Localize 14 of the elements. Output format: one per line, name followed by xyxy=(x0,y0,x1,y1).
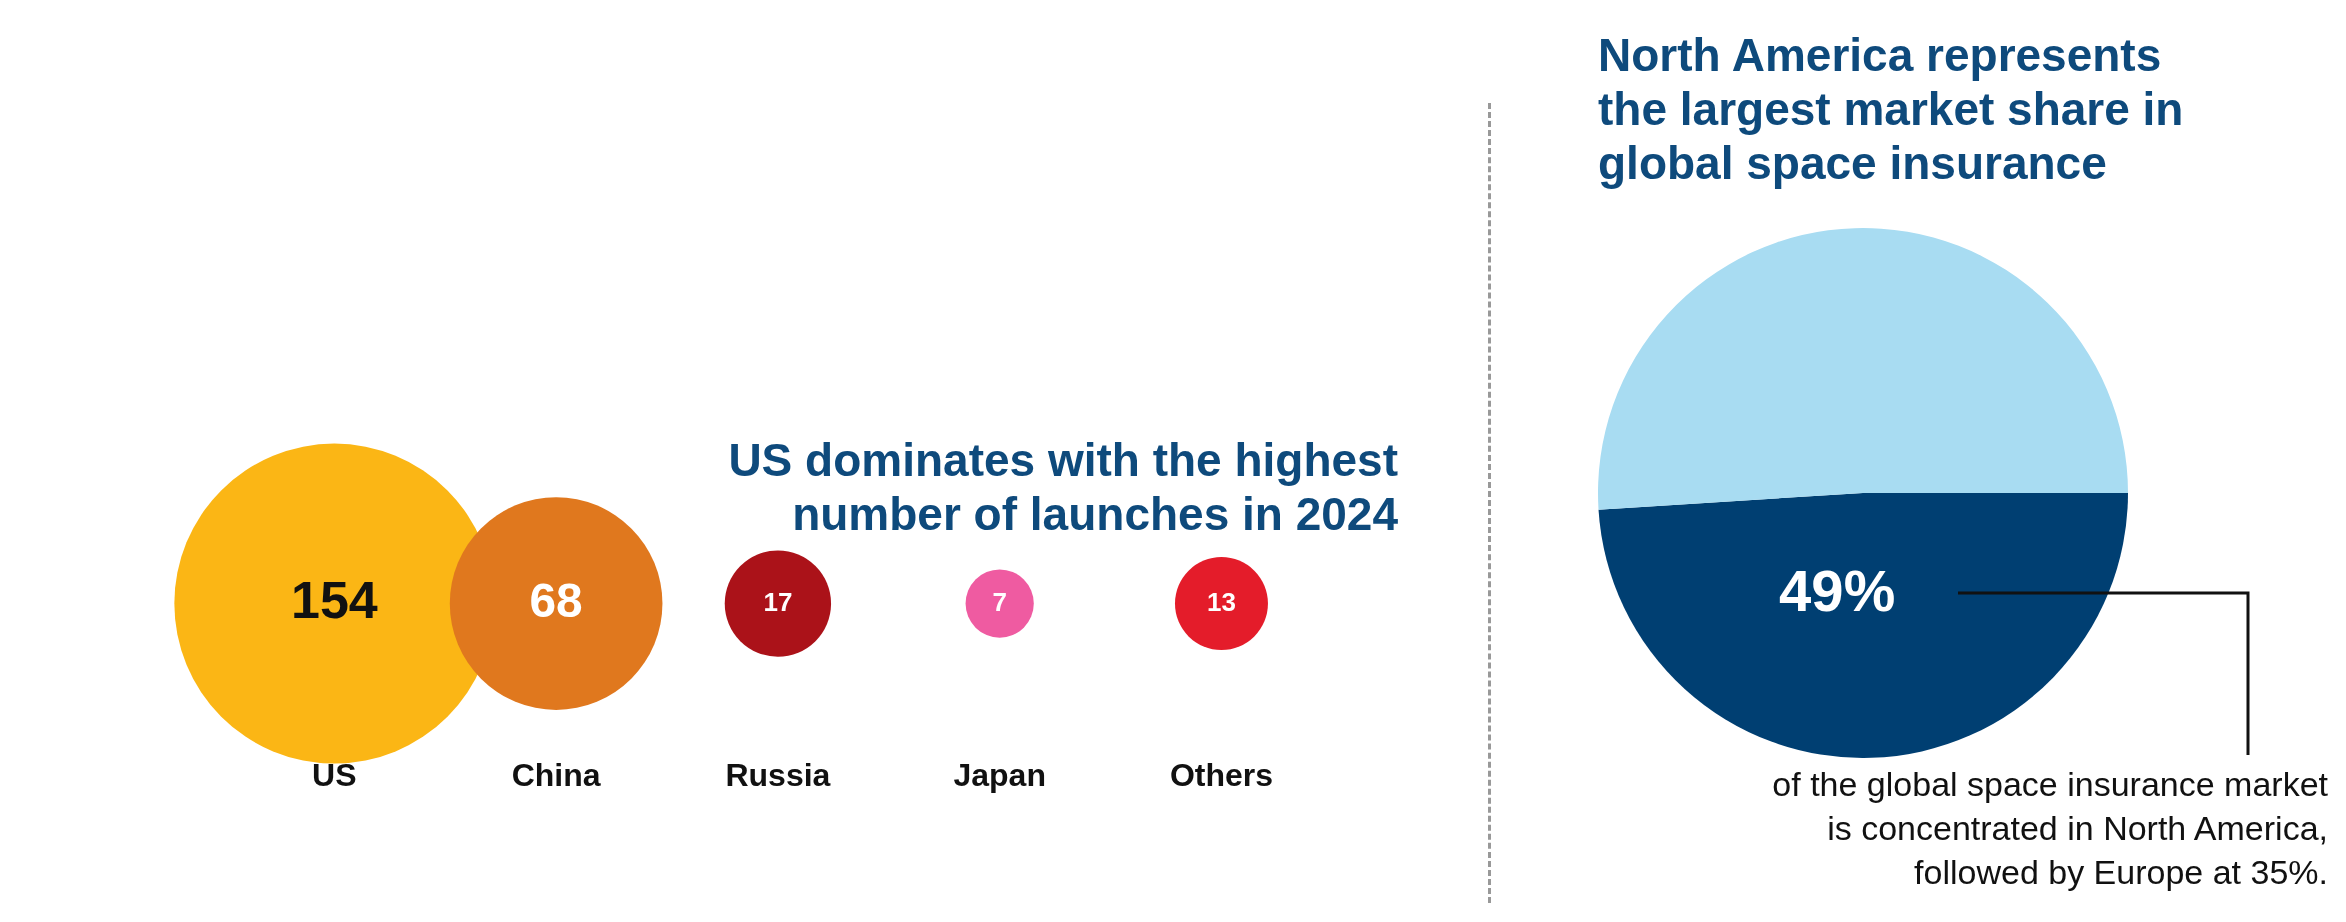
category-label: Others xyxy=(1169,757,1274,794)
data-label: 49% xyxy=(1779,558,1896,624)
data-label: 17 xyxy=(763,586,793,617)
chart-title: North America represents the largest market share in global space insurance xyxy=(1598,28,2185,190)
category-label: Russia xyxy=(725,757,831,794)
category-label: US xyxy=(312,757,357,794)
category-label: China xyxy=(511,757,601,794)
text: of the global space insurance market is concentrated in North America, followed by Europe at 35%. xyxy=(1771,764,2328,893)
data-label: 154 xyxy=(290,570,378,629)
data-label: 68 xyxy=(529,573,583,627)
data-label: 7 xyxy=(992,586,1007,617)
data-label: 13 xyxy=(1207,586,1236,617)
text: US dominates with the highest number of launches in 2024 xyxy=(727,433,1398,541)
category-label: Japan xyxy=(953,757,1046,794)
